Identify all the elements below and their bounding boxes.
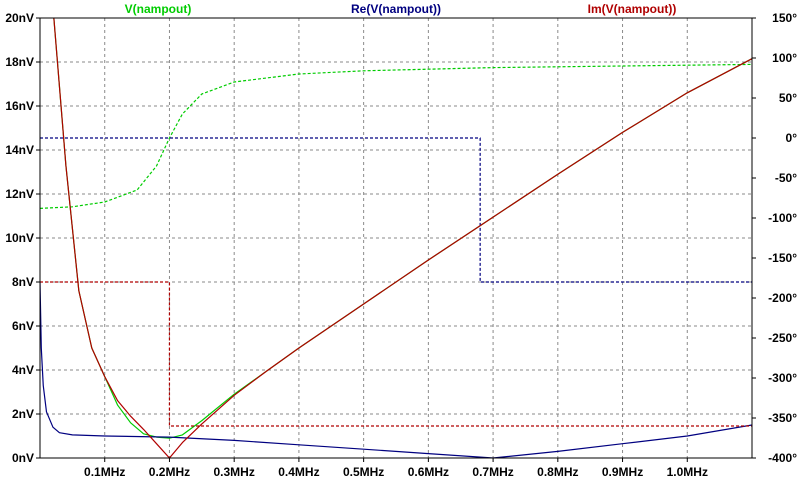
right-tick-label: -150°: [768, 251, 797, 265]
left-tick-label: 0nV: [12, 451, 34, 465]
legend-entry-2[interactable]: Im(V(nampout)): [588, 2, 677, 16]
right-tick-label: -300°: [768, 371, 797, 385]
left-tick-label: 20nV: [5, 11, 34, 25]
legend[interactable]: V(nampout) Re(V(nampout)) Im(V(nampout)): [125, 2, 677, 16]
series-2-real-line: [40, 281, 752, 458]
y-axis-right: -400° -350° -300° -250° -200° -150° -100° -50° 0…: [752, 11, 797, 465]
left-tick-label: 8nV: [12, 275, 34, 289]
left-tick-label: 10nV: [5, 231, 34, 245]
right-tick-label: -50°: [775, 171, 797, 185]
x-tick-label: 0.5MHz: [343, 465, 384, 479]
series-5-phase-line: [40, 281, 752, 427]
x-tick-label: 0.2MHz: [149, 465, 190, 479]
right-tick-label: 0°: [786, 131, 798, 145]
left-tick-label: 4nV: [12, 363, 34, 377]
series-1-phase-line: [40, 63, 752, 209]
left-tick-label: 16nV: [5, 99, 34, 113]
left-tick-label: 14nV: [5, 143, 34, 157]
series-4-imaginary-line: [53, 18, 752, 458]
x-tick-label: 0.4MHz: [278, 465, 319, 479]
series-layer: [40, 18, 752, 458]
x-tick-label: 0.8MHz: [537, 465, 578, 479]
left-tick-label: 2nV: [12, 407, 34, 421]
left-tick-label: 12nV: [5, 187, 34, 201]
left-tick-label: 18nV: [5, 55, 34, 69]
right-tick-label: -400°: [768, 451, 797, 465]
x-tick-label: 1.0MHz: [667, 465, 708, 479]
right-tick-label: 150°: [772, 11, 797, 25]
x-tick-label: 0.7MHz: [472, 465, 513, 479]
x-tick-label: 0.6MHz: [408, 465, 449, 479]
right-tick-label: -250°: [768, 331, 797, 345]
x-tick-label: 0.3MHz: [214, 465, 255, 479]
series-3-phase-line: [40, 137, 752, 283]
y-axis-left: 0nV 2nV 4nV 6nV 8nV 10nV 12nV 14nV 16nV 18nV 20nV: [5, 11, 40, 465]
right-tick-label: 50°: [779, 91, 797, 105]
x-tick-label: 0.1MHz: [84, 465, 125, 479]
x-axis: 0.1MHz 0.2MHz 0.3MHz 0.4MHz 0.5MHz 0.6MHz 0.7M…: [84, 458, 708, 479]
left-tick-label: 6nV: [12, 319, 34, 333]
right-tick-label: -100°: [768, 211, 797, 225]
legend-entry-0[interactable]: V(nampout): [125, 2, 192, 16]
x-tick-label: 0.9MHz: [602, 465, 643, 479]
right-tick-label: 100°: [772, 51, 797, 65]
right-tick-label: -350°: [768, 411, 797, 425]
right-tick-label: -200°: [768, 291, 797, 305]
legend-entry-1[interactable]: Re(V(nampout)): [351, 2, 441, 16]
